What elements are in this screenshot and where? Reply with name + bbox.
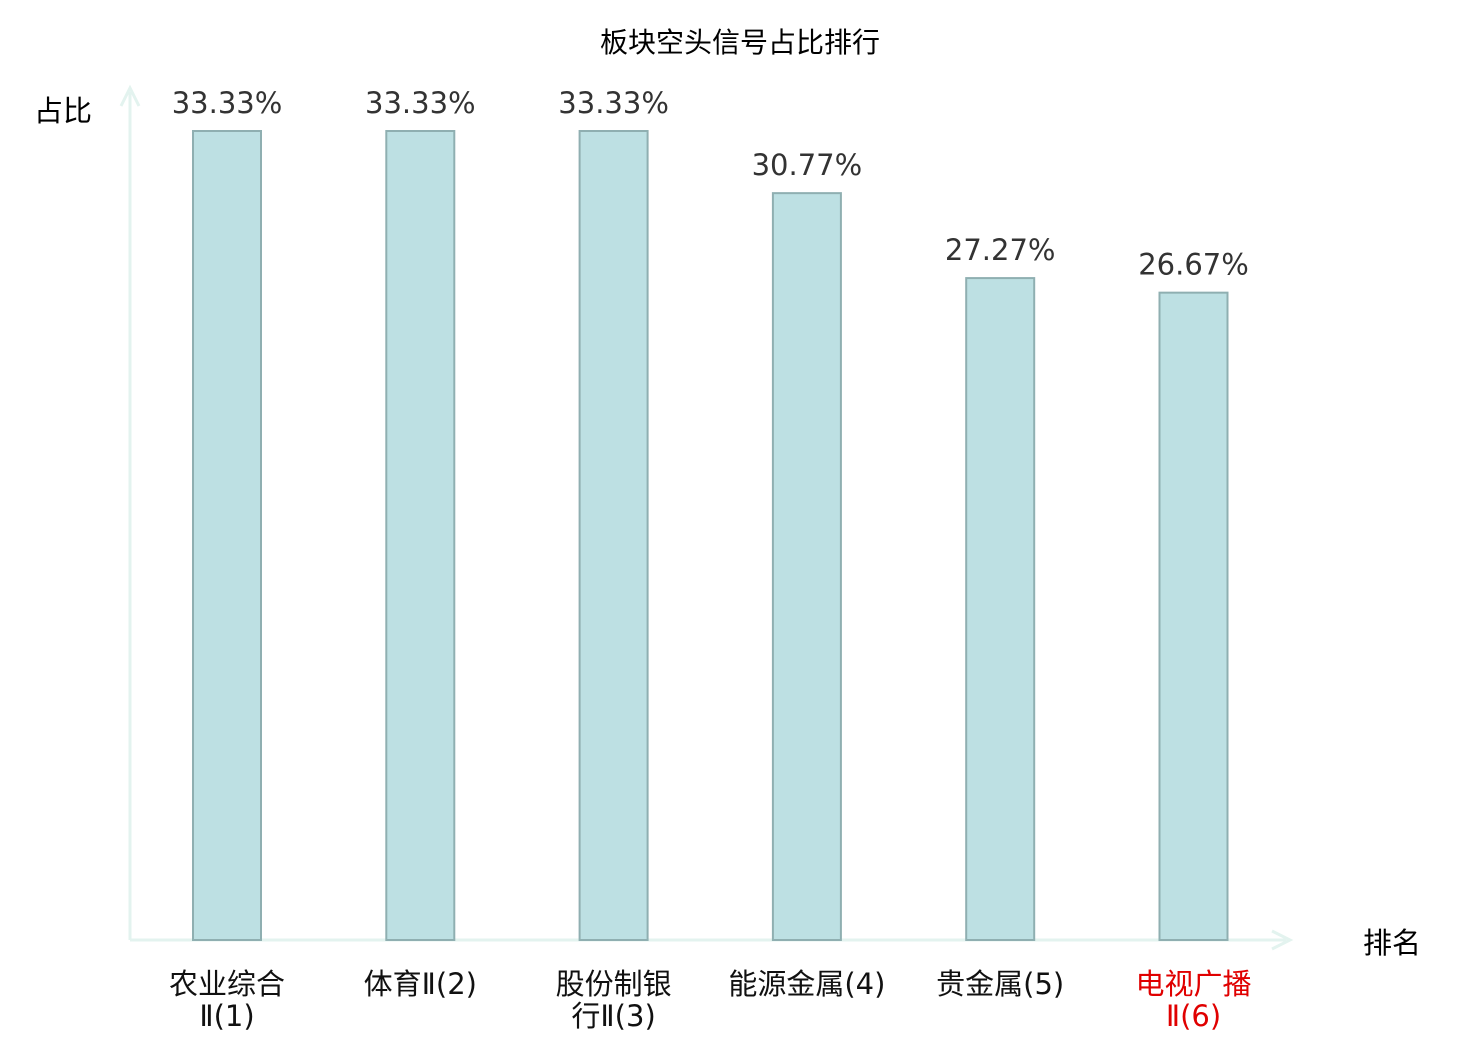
value-labels-group: 33.33% 33.33% 33.33% 30.77% 27.27% 26.67% (172, 86, 1249, 282)
x-axis-arrow (1271, 929, 1294, 951)
value-label: 30.77% (752, 148, 863, 182)
category-label-line: 行Ⅱ(3) (571, 999, 655, 1033)
category-label: 能源金属(4) (728, 967, 885, 1001)
value-label: 26.67% (1138, 248, 1249, 282)
value-label: 33.33% (365, 86, 476, 120)
bar (385, 130, 456, 941)
category-label-line: 电视广播 (1135, 967, 1251, 1001)
bar (965, 277, 1036, 942)
bar (192, 130, 262, 941)
x-axis-label: 排名 (1363, 926, 1421, 960)
category-label: 贵金属(5) (936, 967, 1064, 1001)
category-label-line: 贵金属(5) (936, 967, 1064, 1001)
value-label: 27.27% (945, 233, 1056, 267)
y-axis-arrow (119, 84, 141, 107)
bars-group (192, 130, 1229, 942)
axes (119, 84, 1294, 951)
y-axis-label: 占比 (34, 94, 92, 128)
bar (771, 192, 842, 942)
category-label-line: 能源金属(4) (728, 967, 885, 1001)
category-label: 电视广播 Ⅱ(6) (1135, 967, 1251, 1033)
category-labels-group: 农业综合 Ⅱ(1) 体育Ⅱ(2) 股份制银行Ⅱ(3) 能源金属(4) 贵金属(5) 电视广播… (169, 967, 1252, 1033)
bar (578, 130, 649, 941)
bar (1158, 291, 1229, 941)
value-label: 33.33% (558, 86, 669, 120)
category-label-line: 体育Ⅱ(2) (364, 967, 477, 1001)
category-label-line: 股份制银 (556, 967, 672, 1001)
category-label-line: Ⅱ(1) (199, 999, 254, 1033)
category-label: 股份制银行Ⅱ(3) (556, 967, 672, 1033)
category-label: 农业综合 Ⅱ(1) (169, 967, 285, 1033)
category-label-line: 农业综合 (169, 967, 285, 1001)
category-label: 体育Ⅱ(2) (364, 967, 477, 1001)
chart-title: 板块空头信号占比排行 (600, 26, 880, 59)
category-label-line: Ⅱ(6) (1166, 999, 1221, 1033)
value-label: 33.33% (172, 86, 283, 120)
